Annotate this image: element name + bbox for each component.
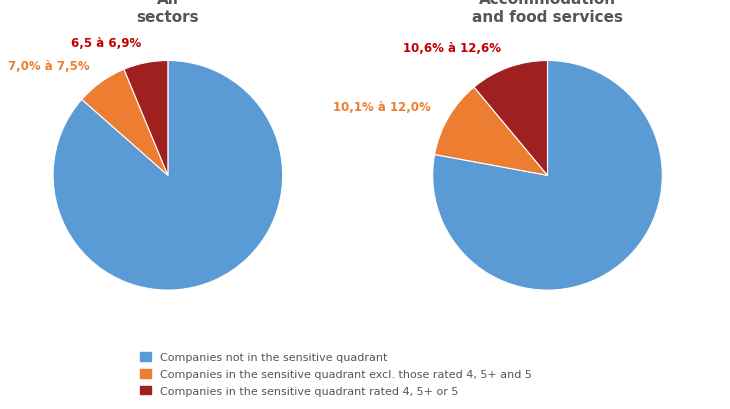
Title: All
sectors: All sectors (137, 0, 199, 25)
Legend: Companies not in the sensitive quadrant, Companies in the sensitive quadrant exc: Companies not in the sensitive quadrant,… (137, 349, 536, 399)
Wedge shape (474, 61, 548, 176)
Text: 10,6% à 12,6%: 10,6% à 12,6% (404, 42, 502, 55)
Wedge shape (124, 61, 168, 176)
Wedge shape (433, 61, 662, 290)
Text: 6,5 à 6,9%: 6,5 à 6,9% (72, 37, 142, 50)
Wedge shape (53, 61, 283, 290)
Title: Accommodation
and food services: Accommodation and food services (472, 0, 623, 25)
Wedge shape (434, 88, 548, 176)
Wedge shape (82, 70, 168, 176)
Text: 10,1% à 12,0%: 10,1% à 12,0% (333, 101, 431, 114)
Text: 7,0% à 7,5%: 7,0% à 7,5% (7, 59, 89, 72)
